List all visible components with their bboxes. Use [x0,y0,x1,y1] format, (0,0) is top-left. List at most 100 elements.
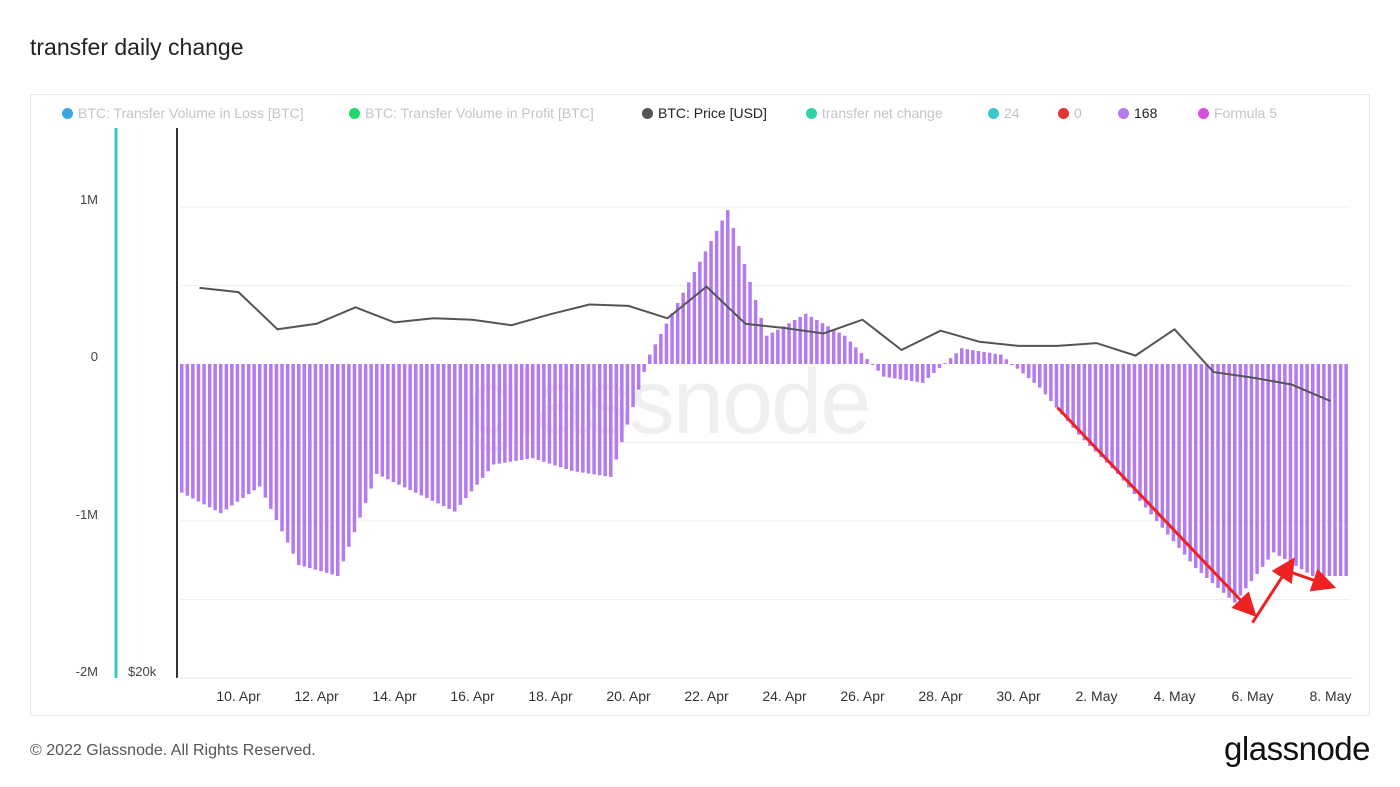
legend-item-formula-5[interactable]: Formula 5 [1198,105,1277,121]
bar-168 [1032,364,1036,383]
bar-168 [597,364,602,476]
bar-168 [414,364,418,493]
bar-168 [1160,364,1165,528]
x-tick-label: 18. Apr [528,688,573,704]
legend-item-24[interactable]: 24 [988,105,1020,121]
legend-label: 168 [1134,105,1158,121]
bar-168 [1065,364,1070,422]
y-tick-label: -2M [75,664,98,679]
bar-168 [636,364,641,390]
bar-168 [352,364,357,533]
legend-dot-icon [349,107,360,119]
bar-168 [843,335,847,364]
bar-168 [882,364,886,377]
bar-168 [631,364,635,408]
bar-168 [642,364,646,373]
bar-168 [1299,364,1304,570]
bar-168 [1054,364,1059,408]
bar-168 [469,364,474,492]
bar-168 [241,364,245,498]
bar-168 [458,364,463,505]
bar-168 [798,316,802,364]
bar-168 [1283,364,1287,560]
bar-168 [1138,364,1142,501]
y-tick-label: -1M [75,507,98,522]
bar-168 [1077,364,1081,435]
bar-168 [909,364,914,381]
bar-168 [1088,364,1092,446]
bar-168 [831,329,836,364]
bar-168 [1093,364,1098,452]
legend-item-168[interactable]: 168 [1118,105,1157,121]
bar-168 [196,364,201,502]
bar-168 [887,364,892,378]
legend-label: 0 [1074,105,1082,121]
bar-168 [419,364,424,496]
bar-168 [230,364,234,506]
bar-168 [854,347,858,364]
bar-168 [982,351,986,364]
bar-168 [1149,364,1153,515]
bar-168 [308,364,312,569]
bar-168 [1305,364,1309,573]
legend-item-transfer-volume-profit[interactable]: BTC: Transfer Volume in Profit [BTC] [349,105,594,121]
bar-168 [1015,364,1020,369]
bar-168 [748,281,752,364]
bar-168 [180,364,184,493]
bar-168 [932,364,936,373]
bar-168 [1316,364,1321,576]
bar-168 [386,364,390,480]
x-tick-label: 4. May [1153,688,1196,704]
bar-168 [804,313,808,364]
bar-168 [1155,364,1159,521]
chart-title: transfer daily change [30,34,244,60]
bar-168 [1171,364,1176,542]
x-tick-label: 28. Apr [918,688,963,704]
legend-item-0[interactable]: 0 [1058,105,1082,121]
bar-168 [1266,364,1270,560]
legend-dot-icon [1198,107,1209,119]
y-tick-label: 1M [79,192,98,207]
legend-item-transfer-volume-loss[interactable]: BTC: Transfer Volume in Loss [BTC] [62,105,304,121]
bar-168 [687,282,691,364]
bar-168 [531,364,535,459]
legend-item-transfer-net-change[interactable]: transfer net change [806,105,943,121]
bar-168 [865,359,869,364]
x-tick-label: 2. May [1075,688,1118,704]
bar-168 [1177,364,1181,548]
bar-168 [347,364,351,547]
bar-168 [397,364,401,485]
x-tick-label: 20. Apr [606,688,651,704]
bar-168 [826,326,830,364]
bar-168 [753,299,758,364]
x-tick-label: 8. May [1309,688,1352,704]
bar-168 [987,352,992,364]
bar-168 [1116,364,1120,474]
bar-168 [1288,364,1293,563]
bar-168 [999,354,1003,364]
bar-168 [1221,364,1226,593]
bar-168 [1333,364,1337,576]
bar-168 [486,364,490,472]
bar-168 [536,364,541,460]
bar-168 [185,364,190,496]
legend-item-btc-price[interactable]: BTC: Price [USD] [642,105,767,121]
bar-168 [1060,364,1064,415]
bar-168 [274,364,279,521]
bar-168 [664,323,669,364]
bar-168 [436,364,440,504]
bar-168 [1188,364,1192,562]
bar-168 [960,348,964,364]
bar-168 [965,349,970,364]
bar-168 [252,364,256,491]
legend-label: transfer net change [822,105,943,121]
bar-168 [1104,364,1109,463]
bar-168 [698,261,702,364]
bar-168 [1322,364,1326,576]
x-tick-label: 10. Apr [216,688,261,704]
bar-168 [542,364,546,462]
bar-168 [369,364,373,489]
legend-label: BTC: Transfer Volume in Profit [BTC] [365,105,594,121]
bar-168 [575,364,580,472]
bar-168 [453,364,457,512]
